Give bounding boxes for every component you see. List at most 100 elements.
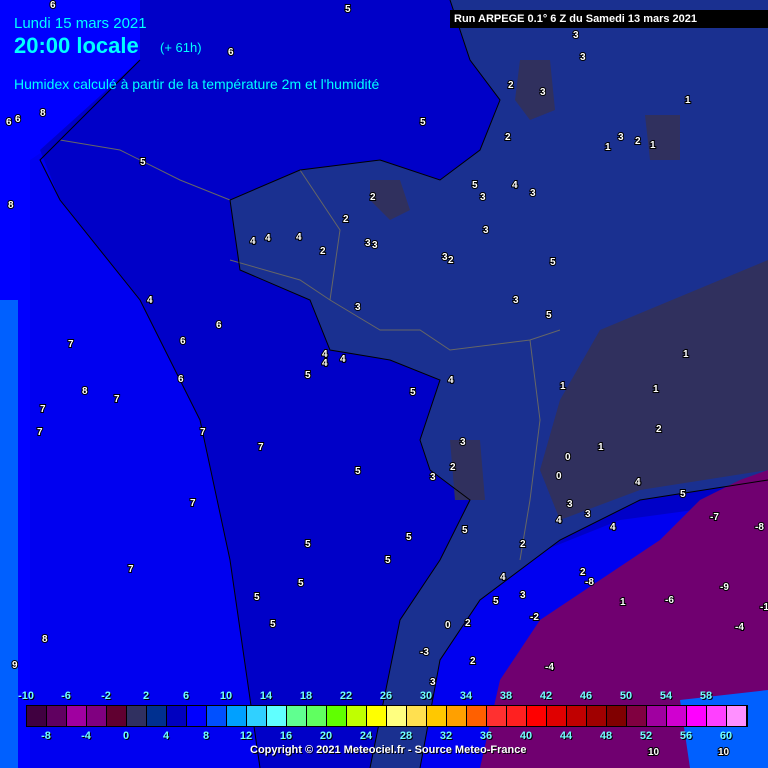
- contour-value-label: 3: [430, 677, 436, 688]
- legend-swatch: [627, 706, 647, 726]
- legend-label-top: 42: [539, 690, 553, 702]
- legend-swatch: [487, 706, 507, 726]
- contour-value-label: 2: [635, 136, 641, 147]
- contour-value-label: 8: [8, 200, 14, 211]
- contour-value-label: 1: [605, 142, 611, 153]
- legend-label-bottom: -8: [41, 730, 51, 742]
- legend-label-top: 54: [659, 690, 673, 702]
- contour-value-label: 1: [598, 442, 604, 453]
- contour-value-label: 5: [550, 257, 556, 268]
- contour-value-label: 1: [650, 140, 656, 151]
- contour-value-label: 2: [450, 462, 456, 473]
- contour-value-label: -8: [755, 522, 764, 533]
- borders: [59, 139, 561, 561]
- legend-label-bottom: 52: [639, 730, 653, 742]
- contour-value-label: 4: [296, 232, 302, 243]
- contour-value-label: 10: [648, 747, 660, 758]
- legend-label-bottom: 4: [162, 730, 170, 742]
- contour-value-label: 4: [322, 358, 328, 369]
- legend-label-bottom: 0: [122, 730, 130, 742]
- contours: [39, 0, 768, 768]
- legend-label-bottom: 24: [359, 730, 373, 742]
- color-legend: [26, 705, 748, 727]
- contour-value-label: -4: [545, 662, 554, 673]
- legend-swatch: [227, 706, 247, 726]
- contour-value-label: 2: [370, 192, 376, 203]
- contour-value-label: 3: [372, 240, 378, 251]
- legend-swatch: [587, 706, 607, 726]
- contour-value-label: 3: [483, 225, 489, 236]
- contour-value-label: 4: [340, 354, 346, 365]
- contour-value-label: 8: [42, 634, 48, 645]
- contour-value-label: 3: [530, 188, 536, 199]
- contour-value-label: 1: [685, 95, 691, 106]
- contour-value-label: 2: [505, 132, 511, 143]
- legend-label-top: 22: [339, 690, 353, 702]
- contour-value-label: 2: [320, 246, 326, 257]
- contour-value-label: 5: [680, 489, 686, 500]
- forecast-time: 20:00 locale: [14, 33, 139, 58]
- contour-value-label: 7: [68, 339, 74, 350]
- contour-value-label: -8: [585, 577, 594, 588]
- contour-value-label: 3: [567, 499, 573, 510]
- contour-value-label: 3: [460, 437, 466, 448]
- legend-label-top: -2: [101, 690, 111, 702]
- legend-label-top: 30: [419, 690, 433, 702]
- contour-value-label: 6: [178, 374, 184, 385]
- legend-label-top: 38: [499, 690, 513, 702]
- legend-label-bottom: -4: [81, 730, 91, 742]
- legend-swatch: [267, 706, 287, 726]
- legend-swatch: [367, 706, 387, 726]
- legend-swatch: [467, 706, 487, 726]
- contour-value-label: 0: [445, 620, 451, 631]
- contour-value-label: 7: [258, 442, 264, 453]
- contour-value-label: 3: [540, 87, 546, 98]
- contour-value-label: 1: [620, 597, 626, 608]
- legend-swatch: [427, 706, 447, 726]
- contour-value-label: 8: [82, 386, 88, 397]
- contour-value-label: 6: [216, 320, 222, 331]
- legend-label-top: 34: [459, 690, 473, 702]
- contour-value-label: 2: [508, 80, 514, 91]
- contour-value-label: 5: [406, 532, 412, 543]
- legend-label-top: 14: [259, 690, 273, 702]
- legend-label-bottom: 32: [439, 730, 453, 742]
- contour-value-label: 3: [573, 30, 579, 41]
- legend-label-bottom: 16: [279, 730, 293, 742]
- legend-swatch: [207, 706, 227, 726]
- contour-value-label: 4: [635, 477, 641, 488]
- legend-label-bottom: 8: [202, 730, 210, 742]
- legend-label-top: -6: [61, 690, 71, 702]
- contour-value-label: -6: [665, 595, 674, 606]
- legend-swatch: [67, 706, 87, 726]
- legend-label-top: 10: [219, 690, 233, 702]
- contour-value-label: 6: [180, 336, 186, 347]
- legend-label-bottom: 44: [559, 730, 573, 742]
- contour-value-label: 2: [580, 567, 586, 578]
- contour-value-label: 1: [653, 384, 659, 395]
- legend-label-bottom: 28: [399, 730, 413, 742]
- contour-value-label: 5: [546, 310, 552, 321]
- legend-label-top: 58: [699, 690, 713, 702]
- contour-value-label: 3: [430, 472, 436, 483]
- contour-value-label: 3: [513, 295, 519, 306]
- legend-swatch: [187, 706, 207, 726]
- legend-swatch: [107, 706, 127, 726]
- contour-value-label: 4: [610, 522, 616, 533]
- legend-label-top: 2: [142, 690, 150, 702]
- contour-value-label: 5: [462, 525, 468, 536]
- contour-value-label: 3: [365, 238, 371, 249]
- legend-swatch: [687, 706, 707, 726]
- contour-value-label: 4: [250, 236, 256, 247]
- contour-value-label: 0: [565, 452, 571, 463]
- contour-value-label: 10: [718, 747, 730, 758]
- legend-swatch: [407, 706, 427, 726]
- contour-value-label: 4: [556, 515, 562, 526]
- legend-swatch: [327, 706, 347, 726]
- legend-swatch: [727, 706, 747, 726]
- contour-value-label: 5: [472, 180, 478, 191]
- contour-value-label: 5: [305, 539, 311, 550]
